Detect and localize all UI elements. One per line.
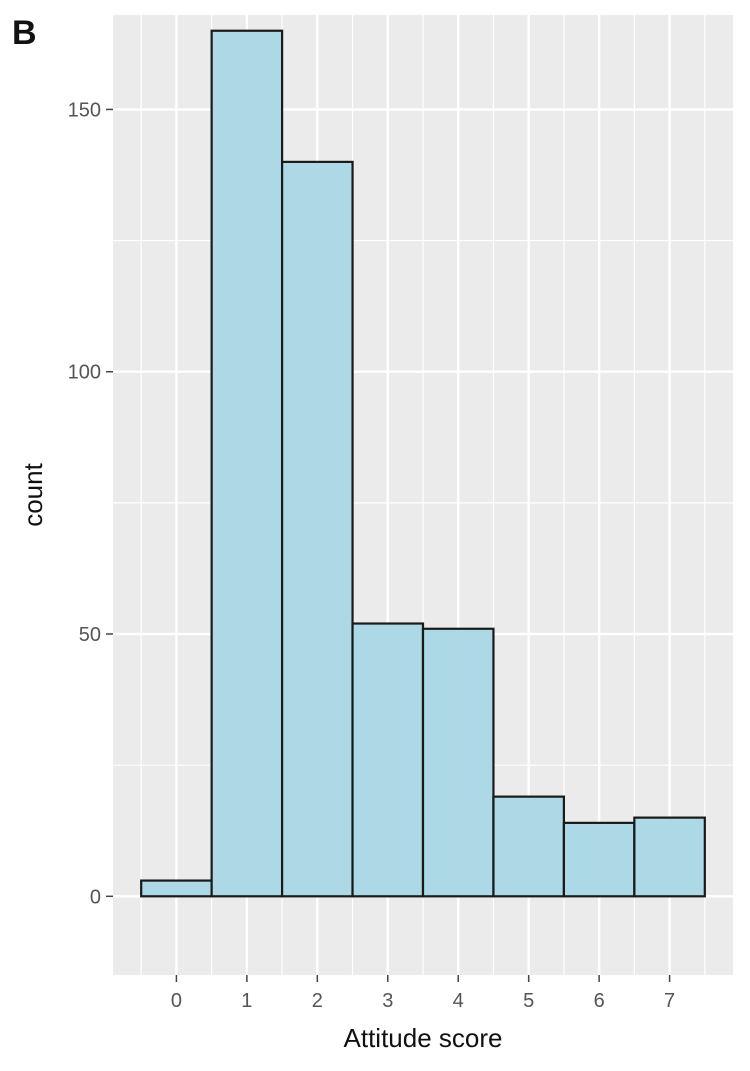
x-tick-label: 1 <box>241 990 252 1012</box>
bar-1 <box>210 29 284 898</box>
y-tick-label: 100 <box>68 362 101 384</box>
x-tick-label: 0 <box>171 990 182 1012</box>
y-tick-label: 150 <box>68 99 101 121</box>
x-tick-label: 3 <box>382 990 393 1012</box>
y-tick-label: 0 <box>90 886 101 908</box>
x-tick-label: 5 <box>523 990 534 1012</box>
bar-7 <box>633 816 706 898</box>
bar-4 <box>421 627 495 898</box>
x-axis-title: Attitude score <box>344 1023 503 1053</box>
bar-2 <box>280 160 354 898</box>
bar-0 <box>140 879 213 898</box>
bar-5 <box>492 795 566 898</box>
panel-label: B <box>12 14 37 52</box>
y-axis: 0 50 100 150 <box>68 99 113 908</box>
bar-6 <box>562 821 636 898</box>
x-tick-label: 2 <box>312 990 323 1012</box>
bar-3 <box>351 622 425 898</box>
y-tick-label: 50 <box>79 624 101 646</box>
y-axis-title: count <box>18 462 48 526</box>
x-tick-label: 6 <box>594 990 605 1012</box>
x-tick-label: 4 <box>453 990 464 1012</box>
x-axis: 0 1 2 3 4 5 6 7 <box>171 975 675 1012</box>
x-tick-label: 7 <box>664 990 675 1012</box>
bars <box>140 29 706 898</box>
